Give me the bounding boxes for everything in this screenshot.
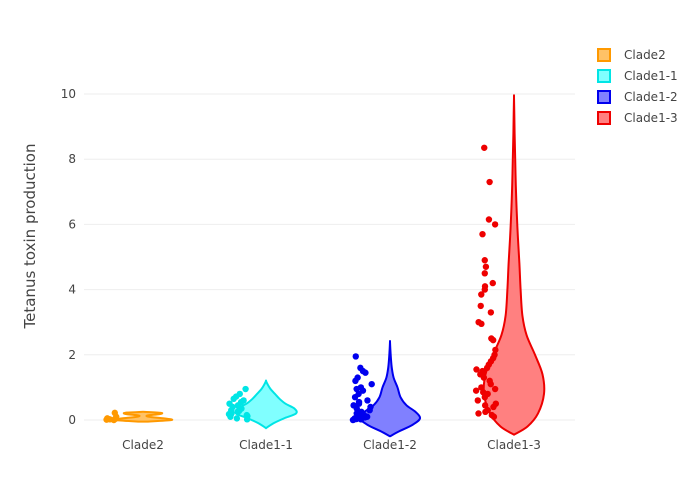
data-point-clade1-2 bbox=[352, 377, 359, 385]
data-point-clade1-1 bbox=[242, 385, 249, 393]
data-point-clade1-1 bbox=[227, 413, 234, 420]
data-point-clade1-2 bbox=[355, 400, 363, 407]
data-point-clade1-3 bbox=[479, 230, 486, 238]
data-point-clade1-3 bbox=[478, 291, 485, 298]
data-point-clade1-2 bbox=[366, 407, 373, 414]
x-tick-label: Clade1-1 bbox=[239, 438, 293, 452]
data-point-clade1-3 bbox=[482, 263, 490, 270]
data-point-clade2 bbox=[111, 415, 119, 423]
data-point-clade1-3 bbox=[480, 374, 488, 381]
x-tick-label: Clade2 bbox=[122, 438, 164, 452]
data-point-clade1-2 bbox=[364, 397, 371, 404]
data-point-clade1-1 bbox=[233, 415, 241, 422]
data-point-clade1-2 bbox=[368, 380, 375, 388]
data-point-clade1-1 bbox=[234, 408, 241, 416]
violin-clade1-2 bbox=[358, 339, 422, 438]
data-point-clade1-2 bbox=[351, 393, 359, 401]
data-point-clade1-3 bbox=[478, 384, 485, 391]
data-point-clade1-3 bbox=[481, 144, 488, 151]
data-point-clade1-3 bbox=[473, 366, 480, 373]
violin-clade2 bbox=[112, 410, 174, 423]
legend-swatch bbox=[597, 111, 611, 125]
data-point-clade1-3 bbox=[478, 320, 485, 328]
data-point-clade1-3 bbox=[487, 309, 495, 316]
data-point-clade1-3 bbox=[477, 302, 484, 310]
legend-item-clade1-1[interactable]: Clade1-1 bbox=[597, 69, 678, 83]
data-point-clade1-2 bbox=[362, 369, 369, 376]
y-axis-title: Tetanus toxin production bbox=[21, 144, 39, 330]
legend-label: Clade2 bbox=[624, 48, 666, 62]
data-point-clade1-3 bbox=[489, 279, 496, 287]
y-tick-label: 4 bbox=[68, 283, 76, 297]
data-point-clade2 bbox=[103, 416, 110, 423]
y-tick-label: 2 bbox=[68, 348, 76, 362]
y-tick-label: 6 bbox=[68, 217, 76, 231]
data-point-clade1-3 bbox=[491, 221, 499, 228]
y-axis-ticks: 0 2 4 6 8 10 bbox=[61, 87, 76, 427]
legend: Clade2 Clade1-1 Clade1-2 Clade1-3 bbox=[597, 48, 678, 125]
legend-item-clade1-3[interactable]: Clade1-3 bbox=[597, 111, 678, 125]
y-tick-label: 0 bbox=[68, 413, 76, 427]
data-point-clade1-3 bbox=[472, 387, 480, 394]
data-point-clade1-2 bbox=[353, 385, 360, 393]
data-point-clade1-3 bbox=[481, 402, 489, 409]
x-tick-label: Clade1-3 bbox=[487, 438, 541, 452]
y-tick-label: 10 bbox=[61, 87, 76, 101]
data-point-clade1-1 bbox=[230, 395, 237, 403]
data-point-clade1-3 bbox=[481, 286, 488, 293]
data-point-clade1-3 bbox=[486, 178, 493, 186]
data-point-clade1-2 bbox=[353, 405, 360, 412]
data-point-clade1-3 bbox=[490, 413, 498, 420]
legend-swatch bbox=[597, 90, 611, 104]
violin-clade1-3 bbox=[482, 94, 546, 436]
data-point-clade1-3 bbox=[492, 346, 499, 354]
data-point-clade1-2 bbox=[352, 353, 359, 360]
legend-swatch bbox=[597, 69, 611, 83]
legend-label: Clade1-1 bbox=[624, 69, 678, 83]
x-tick-label: Clade1-2 bbox=[363, 438, 417, 452]
legend-item-clade1-2[interactable]: Clade1-2 bbox=[597, 90, 678, 104]
legend-item-clade2[interactable]: Clade2 bbox=[597, 48, 666, 62]
data-point-clade1-2 bbox=[357, 416, 365, 423]
data-point-clade1-3 bbox=[481, 257, 488, 264]
data-point-clade1-3 bbox=[490, 403, 497, 411]
data-point-clade1-3 bbox=[474, 397, 481, 404]
data-point-clade1-3 bbox=[485, 216, 493, 223]
legend-label: Clade1-3 bbox=[624, 111, 678, 125]
data-point-clade1-2 bbox=[349, 416, 357, 424]
x-axis-ticks: Clade2 Clade1-1 Clade1-2 Clade1-3 bbox=[122, 438, 541, 452]
y-tick-label: 8 bbox=[68, 152, 76, 166]
data-point-clade1-3 bbox=[483, 364, 491, 372]
data-point-clade1-3 bbox=[481, 270, 488, 277]
data-point-clade1-3 bbox=[489, 336, 497, 344]
data-point-clade1-3 bbox=[481, 393, 489, 401]
plot-area bbox=[103, 94, 546, 438]
data-point-clade1-3 bbox=[475, 410, 482, 417]
data-point-clade1-3 bbox=[482, 408, 489, 416]
data-point-clade1-3 bbox=[487, 380, 494, 388]
legend-swatch bbox=[597, 48, 611, 62]
legend-label: Clade1-2 bbox=[624, 90, 678, 104]
data-point-clade1-3 bbox=[491, 385, 499, 393]
data-point-clade1-1 bbox=[243, 416, 251, 423]
